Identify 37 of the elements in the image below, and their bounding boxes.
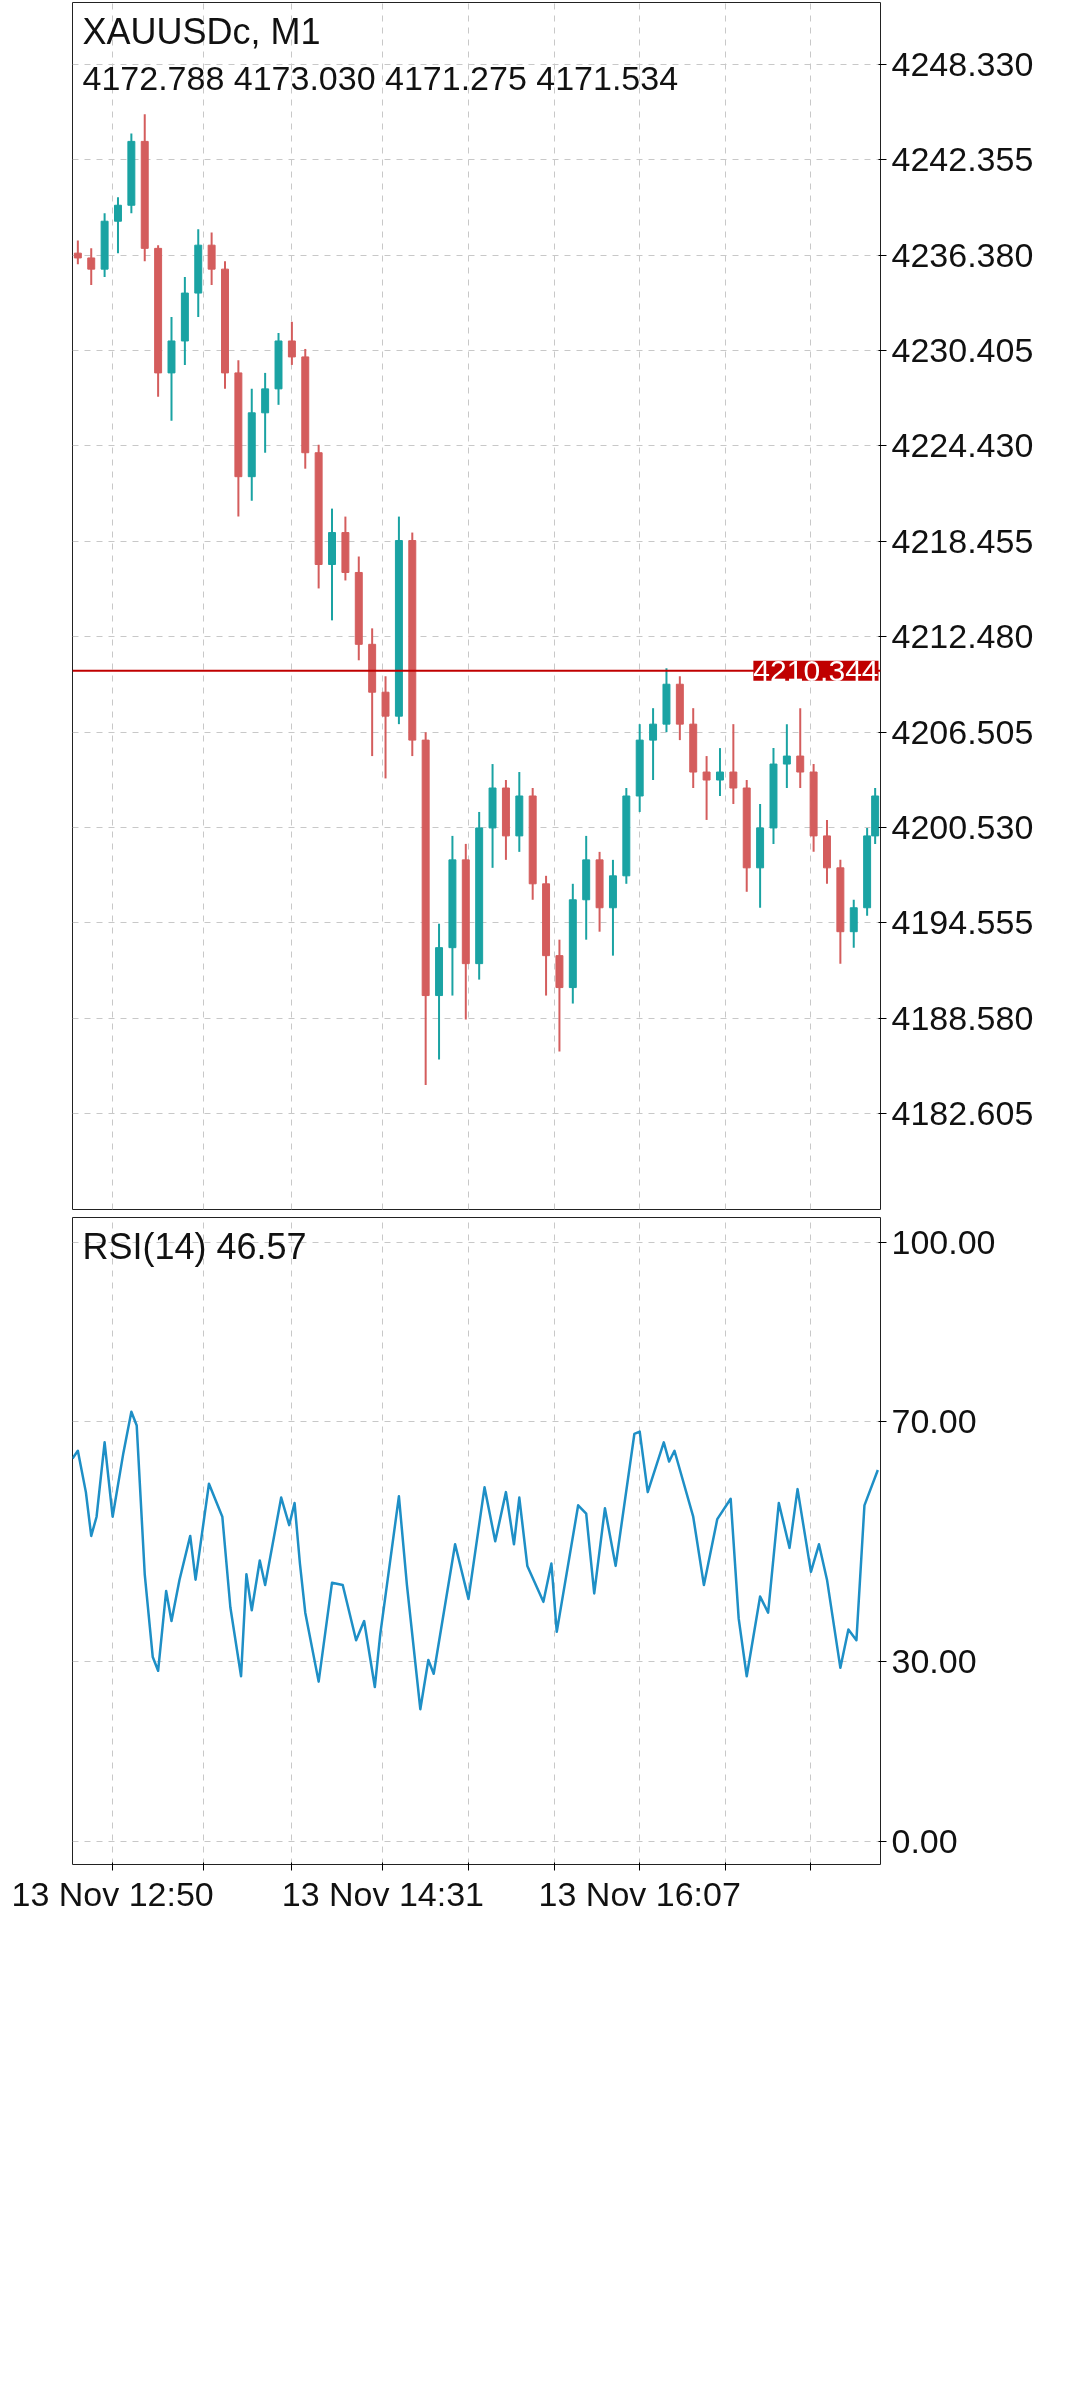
candlestick [261, 371, 270, 454]
candlestick [729, 723, 738, 805]
candlestick [796, 707, 805, 790]
candlestick [649, 707, 658, 782]
ref-line-label: 4210.344 [753, 653, 879, 687]
y-tick-label: 4200.530 [891, 807, 1034, 846]
candlestick [73, 239, 82, 266]
y-tick-label: 4230.405 [891, 330, 1034, 369]
y-tick-label: 4212.480 [891, 617, 1034, 656]
y-tick-label: 4236.380 [891, 235, 1034, 274]
candlestick [207, 231, 216, 287]
y-tick-label: 0.00 [891, 1822, 958, 1861]
candlestick [782, 723, 791, 790]
y-tick-label: 70.00 [891, 1402, 977, 1441]
candlestick [114, 196, 122, 255]
y-tick-label: 4224.430 [891, 426, 1034, 465]
candlestick [849, 898, 858, 949]
y-tick-label: 4218.455 [891, 521, 1034, 560]
y-tick-label: 4188.580 [891, 998, 1034, 1037]
y-tick-label: 30.00 [891, 1642, 977, 1681]
y-tick-label: 4182.605 [891, 1094, 1034, 1133]
candlestick [702, 755, 711, 821]
text: 4172.788 4173.030 4171.275 4171.534 [82, 58, 679, 97]
chart-title: RSI(14) 46.57 [82, 1225, 307, 1267]
x-tick-label: 13 Nov 14:31 [281, 1874, 484, 1913]
y-tick-label: 4194.555 [891, 903, 1034, 942]
y-tick-label: 4248.330 [891, 44, 1034, 83]
x-tick-label: 13 Nov 16:07 [538, 1874, 741, 1913]
y-tick-label: 4242.355 [891, 140, 1034, 179]
candlestick [715, 747, 724, 797]
y-tick-label: 100.00 [891, 1222, 996, 1261]
x-tick-label: 13 Nov 12:50 [11, 1874, 214, 1913]
chart-title: XAUUSDc, M1 [82, 10, 321, 52]
y-tick-label: 4206.505 [891, 712, 1034, 751]
candlestick [381, 675, 390, 780]
candlestick [287, 320, 296, 366]
candlestick [87, 247, 96, 287]
